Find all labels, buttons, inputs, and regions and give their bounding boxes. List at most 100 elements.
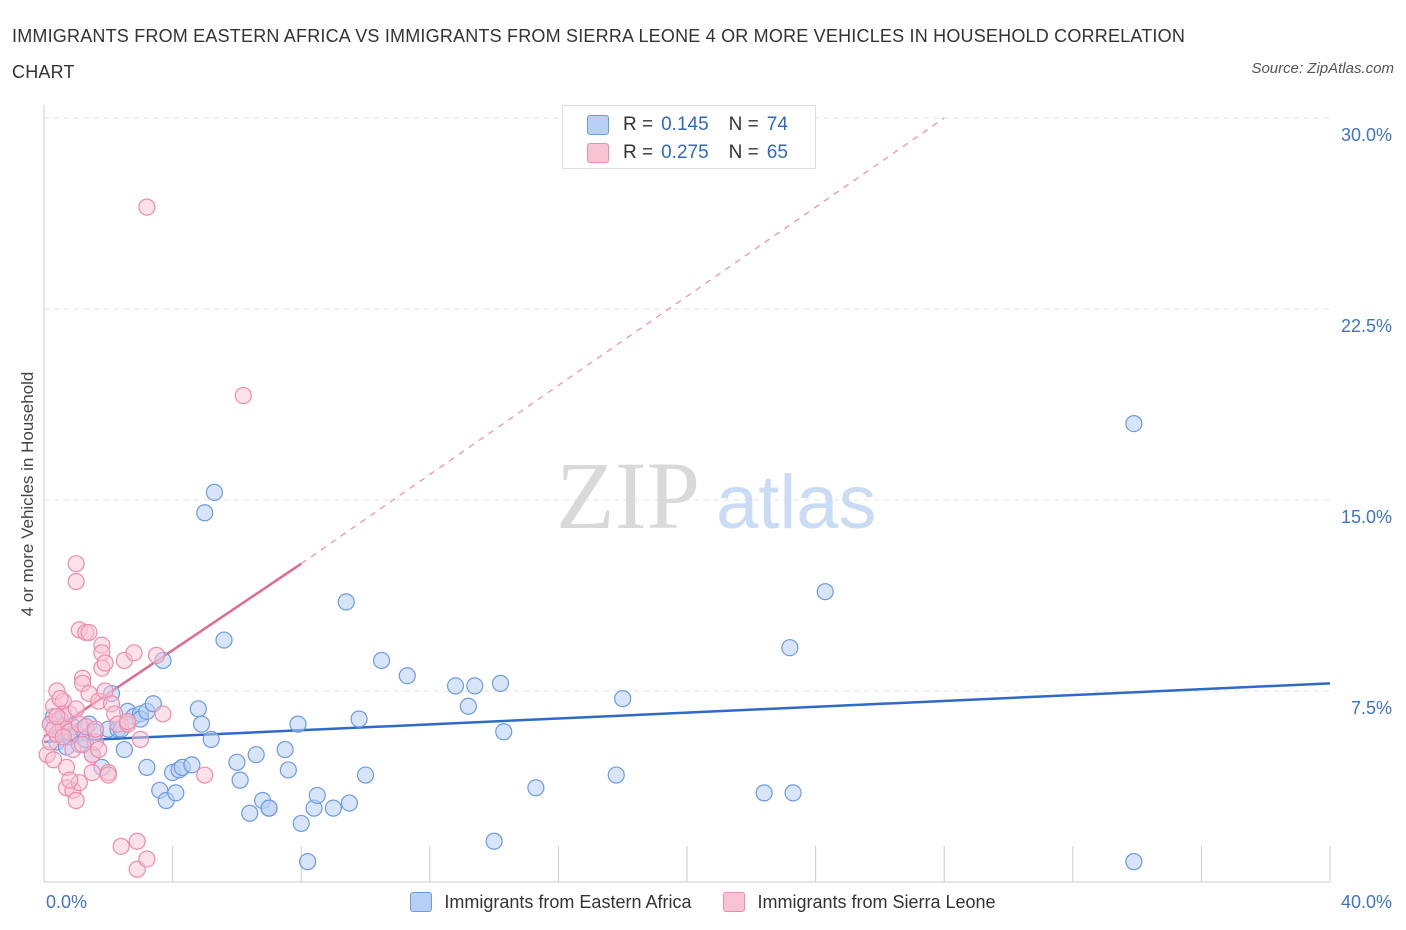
legend-label: Immigrants from Eastern Africa	[444, 891, 692, 912]
series-legend: Immigrants from Eastern Africa Immigrant…	[0, 890, 1406, 914]
point-eastern-africa	[527, 779, 545, 797]
r-value: 0.145	[661, 114, 709, 135]
point-sierra-leone	[73, 735, 92, 754]
trend-lines	[43, 117, 1331, 744]
stats-row-sierra-leone: R = 0.275 N = 65	[587, 141, 788, 165]
point-eastern-africa	[205, 483, 223, 501]
point-eastern-africa	[308, 786, 326, 805]
x-tick-label: 0.0%	[46, 892, 87, 912]
point-eastern-africa	[167, 784, 185, 802]
point-sierra-leone	[51, 690, 69, 708]
point-sierra-leone	[67, 791, 85, 810]
data-points	[38, 198, 1143, 878]
point-sierra-leone	[196, 766, 214, 784]
point-sierra-leone	[125, 644, 143, 662]
point-sierra-leone	[147, 646, 166, 664]
point-eastern-africa	[398, 667, 416, 685]
source-note: Source: ZipAtlas.com	[1251, 60, 1394, 77]
point-sierra-leone	[154, 705, 172, 723]
point-eastern-africa	[292, 814, 310, 833]
n-value: 65	[766, 142, 788, 163]
y-tick-label: 22.5%	[1341, 316, 1392, 336]
n-label: N =	[728, 142, 759, 163]
point-eastern-africa	[138, 758, 156, 777]
point-eastern-africa	[495, 723, 513, 741]
point-eastern-africa	[202, 730, 220, 748]
point-eastern-africa	[446, 677, 465, 695]
trend-line-extension-sierra-leone	[300, 117, 945, 565]
point-eastern-africa	[279, 761, 297, 779]
point-eastern-africa	[183, 756, 201, 774]
point-eastern-africa	[372, 651, 391, 670]
point-eastern-africa	[241, 804, 259, 822]
point-sierra-leone	[45, 751, 63, 769]
stats-legend: R = 0.145 N = 74 R = 0.275 N = 65	[562, 105, 816, 169]
chart-title: IMMIGRANTS FROM EASTERN AFRICA VS IMMIGR…	[12, 26, 1186, 82]
point-sierra-leone	[67, 555, 85, 573]
point-sierra-leone	[131, 730, 150, 748]
point-sierra-leone	[67, 572, 85, 591]
trend-line-sierra-leone	[43, 562, 302, 738]
y-tick-label: 30.0%	[1341, 125, 1392, 145]
watermark-zip: ZIP	[556, 442, 700, 549]
point-eastern-africa	[340, 794, 359, 812]
point-eastern-africa	[755, 784, 773, 802]
point-eastern-africa	[356, 766, 375, 784]
legend-swatch-pink	[723, 892, 746, 912]
trend-line-eastern-africa	[43, 682, 1331, 744]
gridlines	[44, 117, 1330, 692]
point-eastern-africa	[607, 766, 625, 784]
point-sierra-leone	[61, 771, 79, 789]
point-eastern-africa	[228, 753, 246, 771]
point-sierra-leone	[67, 700, 85, 718]
point-eastern-africa	[231, 771, 249, 789]
y-tick-label: 7.5%	[1351, 698, 1392, 718]
n-value: 74	[766, 114, 788, 135]
point-sierra-leone	[99, 766, 117, 784]
legend-swatch-blue	[587, 115, 609, 135]
r-label: R =	[623, 142, 654, 163]
y-tick-label: 15.0%	[1341, 507, 1392, 527]
legend-item-sierra-leone[interactable]: Immigrants from Sierra Leone	[723, 891, 996, 913]
legend-swatch-pink	[587, 143, 609, 163]
point-eastern-africa	[276, 740, 294, 759]
watermark: ZIP atlas	[556, 442, 877, 549]
point-sierra-leone	[118, 712, 137, 731]
r-label: R =	[623, 114, 654, 135]
legend-label: Immigrants from Sierra Leone	[757, 891, 996, 912]
point-sierra-leone	[80, 623, 98, 642]
point-sierra-leone	[234, 386, 252, 405]
point-eastern-africa	[196, 504, 214, 522]
point-eastern-africa	[459, 697, 477, 715]
point-eastern-africa	[192, 715, 211, 733]
point-sierra-leone	[138, 850, 156, 868]
legend-item-eastern-africa[interactable]: Immigrants from Eastern Africa	[410, 892, 691, 913]
point-sierra-leone	[96, 654, 114, 672]
point-eastern-africa	[466, 677, 484, 695]
point-eastern-africa	[350, 710, 368, 728]
point-eastern-africa	[337, 593, 355, 611]
point-sierra-leone	[48, 707, 66, 726]
point-eastern-africa	[324, 799, 342, 817]
point-sierra-leone	[90, 740, 108, 759]
point-sierra-leone	[128, 832, 146, 850]
x-tick-label: 40.0%	[1341, 892, 1392, 912]
point-eastern-africa	[289, 715, 307, 733]
point-sierra-leone	[86, 720, 105, 738]
point-eastern-africa	[247, 746, 265, 764]
point-eastern-africa	[215, 631, 233, 649]
point-sierra-leone	[112, 837, 130, 855]
point-eastern-africa	[189, 700, 207, 718]
stats-row-eastern-africa: R = 0.145 N = 74	[587, 113, 788, 137]
point-eastern-africa	[491, 674, 510, 692]
point-eastern-africa	[115, 740, 133, 759]
n-label: N =	[728, 114, 759, 135]
r-value: 0.275	[661, 142, 709, 163]
point-eastern-africa	[614, 690, 632, 708]
point-eastern-africa	[1125, 415, 1143, 433]
point-eastern-africa	[816, 583, 834, 601]
point-eastern-africa	[1125, 853, 1143, 871]
point-eastern-africa	[781, 639, 799, 657]
point-eastern-africa	[784, 784, 802, 802]
